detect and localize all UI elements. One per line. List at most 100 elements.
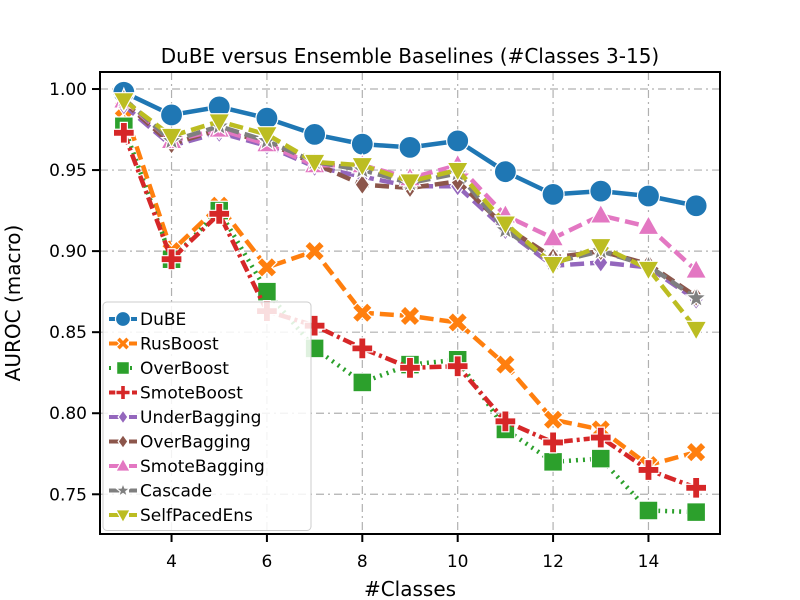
legend-item-underbagging[interactable]: UnderBagging: [109, 408, 261, 428]
legend[interactable]: DuBE RusBoost OverBoost SmoteBoost UnderBagg…: [102, 301, 312, 531]
data-point-smoteboost: [542, 431, 565, 454]
x-tick-label: 12: [542, 552, 564, 572]
data-point-selfpacedens: [684, 320, 708, 342]
data-point-smoteboost: [446, 355, 469, 378]
legend-item-cascade[interactable]: Cascade: [109, 482, 212, 502]
y-tick-label: 0.75: [49, 485, 87, 505]
legend-item-smotebagging[interactable]: SmoteBagging: [109, 457, 265, 477]
data-point-dube: [255, 106, 279, 130]
legend-box: [102, 301, 312, 531]
data-point-dube: [636, 184, 661, 208]
data-point-cascade: [684, 285, 708, 308]
legend-marker-overbagging: [117, 433, 129, 450]
x-tick-label: 4: [166, 552, 177, 572]
data-point-smoteboost: [351, 337, 374, 360]
data-point-selfpacedens: [398, 173, 422, 194]
data-point-smotebagging: [589, 203, 613, 224]
data-point-overboost: [543, 451, 564, 472]
legend-item-selfpacedens[interactable]: SelfPacedEns: [109, 506, 253, 526]
y-tick-label: 0.80: [49, 404, 87, 424]
data-point-dube: [159, 103, 184, 127]
data-point-rusboost: [542, 408, 564, 431]
legend-marker-overboost: [116, 361, 130, 375]
x-tick-label: 10: [447, 552, 469, 572]
x-axis-label: #Classes: [364, 577, 456, 600]
x-tick-label: 6: [262, 552, 273, 572]
legend-marker-rusboost: [115, 335, 131, 352]
data-point-smotebagging: [636, 214, 660, 236]
data-point-smoteboost: [160, 248, 183, 271]
legend-label-smotebagging: SmoteBagging: [140, 457, 265, 477]
data-point-dube: [303, 122, 327, 147]
legend-label-underbagging: UnderBagging: [140, 408, 261, 428]
data-point-smoteboost: [208, 202, 231, 225]
data-point-selfpacedens: [636, 260, 660, 282]
y-axis: 0.75 0.80 0.85 0.90 0.95 1.00: [49, 80, 100, 505]
data-point-rusboost: [399, 305, 421, 327]
legend-label-cascade: Cascade: [140, 482, 212, 502]
data-point-smotebagging: [541, 225, 565, 247]
data-point-selfpacedens: [589, 237, 613, 259]
data-point-rusboost: [303, 240, 326, 262]
x-axis: 4 6 8 10 12 14: [166, 534, 659, 572]
data-point-rusboost: [351, 302, 374, 324]
data-point-overboost: [686, 502, 707, 523]
data-point-smotebagging: [684, 258, 708, 279]
plot-frame: [99, 71, 721, 535]
data-point-dube: [350, 132, 374, 156]
legend-label-rusboost: RusBoost: [140, 335, 219, 355]
data-point-dube: [398, 135, 422, 159]
legend-marker-selfpacedens: [114, 509, 132, 524]
data-point-rusboost: [446, 311, 469, 334]
data-point-smoteboost: [112, 121, 135, 144]
legend-label-overbagging: OverBagging: [140, 433, 251, 453]
data-point-smoteboost: [685, 476, 708, 499]
data-point-smoteboost: [589, 426, 612, 449]
legend-label-overboost: OverBoost: [140, 359, 229, 379]
data-point-selfpacedens: [303, 153, 327, 175]
data-point-dube: [446, 129, 470, 153]
y-tick-label: 0.85: [49, 323, 87, 343]
data-point-dube: [541, 182, 565, 206]
legend-label-dube: DuBE: [140, 310, 186, 330]
legend-item-smoteboost[interactable]: SmoteBoost: [109, 384, 243, 404]
data-point-smoteboost: [637, 458, 660, 482]
data-point-dube: [589, 179, 613, 203]
x-tick-label: 8: [357, 552, 368, 572]
data-point-rusboost: [256, 256, 278, 279]
data-point-selfpacedens: [207, 113, 231, 134]
data-point-dube: [684, 194, 708, 218]
legend-marker-cascade: [114, 481, 132, 498]
data-point-selfpacedens: [541, 255, 565, 277]
data-point-rusboost: [494, 353, 517, 376]
data-point-overbagging: [354, 173, 371, 196]
legend-item-dube[interactable]: DuBE: [109, 310, 186, 330]
data-point-overboost: [590, 448, 611, 469]
series-layer: [112, 80, 708, 523]
data-point-selfpacedens: [255, 126, 279, 147]
x-tick-label: 14: [638, 552, 660, 572]
data-point-rusboost: [685, 441, 707, 463]
data-point-overboost: [638, 500, 659, 521]
legend-marker-underbagging: [117, 409, 129, 425]
y-tick-label: 0.95: [49, 161, 87, 181]
y-tick-label: 0.90: [49, 242, 87, 262]
legend-item-overbagging[interactable]: OverBagging: [109, 433, 251, 453]
legend-item-rusboost[interactable]: RusBoost: [109, 335, 219, 355]
legend-item-overboost[interactable]: OverBoost: [109, 359, 229, 379]
data-point-dube: [493, 160, 517, 184]
chart-title: DuBE versus Ensemble Baselines (#Classes…: [161, 44, 660, 68]
data-point-selfpacedens: [493, 215, 517, 236]
data-point-smoteboost: [398, 356, 422, 379]
y-tick-label: 1.00: [49, 80, 87, 100]
legend-marker-smoteboost: [115, 384, 131, 401]
legend-marker-dube: [114, 310, 132, 328]
data-point-selfpacedens: [446, 161, 470, 183]
data-point-selfpacedens: [112, 92, 136, 113]
data-point-overboost: [352, 372, 373, 393]
data-point-selfpacedens: [350, 156, 374, 178]
series-selfpacedens: [112, 92, 708, 342]
legend-marker-smotebagging: [114, 457, 132, 472]
y-axis-label: AUROC (macro): [1, 225, 25, 382]
